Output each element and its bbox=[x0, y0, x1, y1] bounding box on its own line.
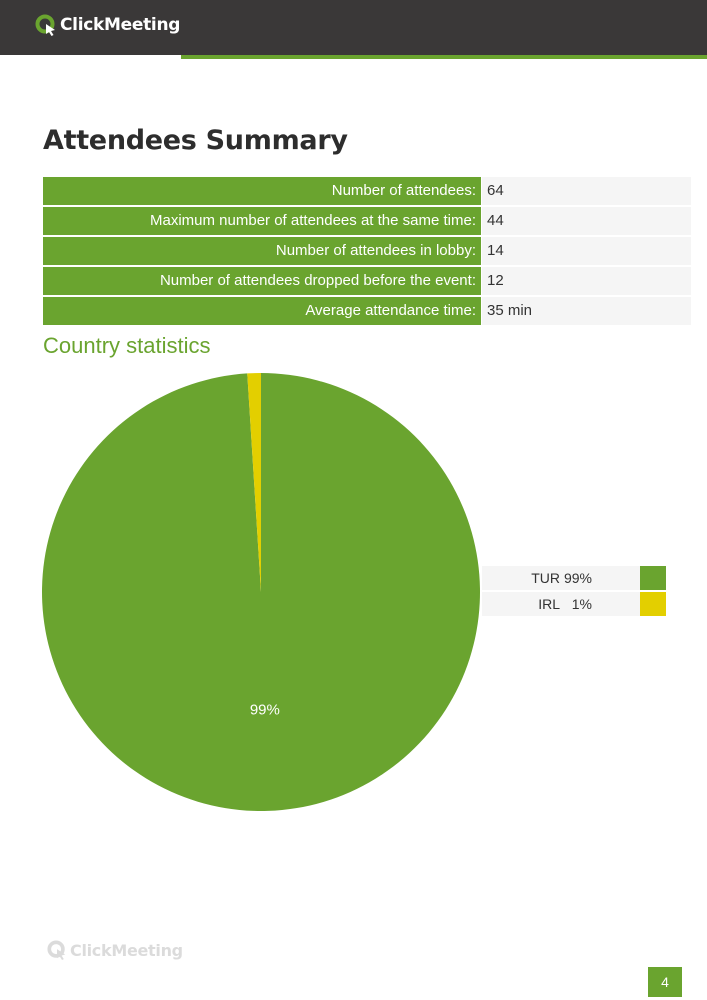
legend-swatch bbox=[640, 566, 666, 590]
header-logo: ClickMeeting bbox=[35, 14, 180, 36]
summary-row: Number of attendees dropped before the e… bbox=[43, 267, 691, 295]
pie-slice-label: 99% bbox=[250, 702, 280, 719]
logo-text: ClickMeeting bbox=[60, 15, 181, 35]
summary-label: Number of attendees dropped before the e… bbox=[43, 267, 481, 295]
footer-logo: ClickMeeting bbox=[47, 940, 183, 960]
summary-label: Maximum number of attendees at the same … bbox=[43, 207, 481, 235]
legend-row: TUR 99% bbox=[482, 566, 666, 590]
summary-value: 35 min bbox=[482, 297, 691, 325]
legend-percent: 1% bbox=[571, 596, 592, 612]
page-number: 4 bbox=[648, 967, 682, 997]
summary-row: Average attendance time: 35 min bbox=[43, 297, 691, 325]
legend-swatch bbox=[640, 592, 666, 616]
summary-label: Number of attendees in lobby: bbox=[43, 237, 481, 265]
summary-value: 64 bbox=[482, 177, 691, 205]
summary-value: 14 bbox=[482, 237, 691, 265]
footer-logo-text: ClickMeeting bbox=[70, 940, 183, 960]
summary-label: Number of attendees: bbox=[43, 177, 481, 205]
summary-row: Number of attendees: 64 bbox=[43, 177, 691, 205]
pie-slice-irl bbox=[247, 373, 261, 592]
attendees-summary-table: Number of attendees: 64 Maximum number o… bbox=[43, 177, 691, 327]
page-heading: Attendees Summary bbox=[43, 125, 348, 156]
country-statistics-title: Country statistics bbox=[43, 333, 211, 358]
pie-legend: TUR 99% IRL 1% bbox=[482, 566, 666, 618]
header-bar: ClickMeeting bbox=[0, 0, 707, 55]
summary-row: Maximum number of attendees at the same … bbox=[43, 207, 691, 235]
legend-row: IRL 1% bbox=[482, 592, 666, 616]
summary-row: Number of attendees in lobby: 14 bbox=[43, 237, 691, 265]
summary-label: Average attendance time: bbox=[43, 297, 481, 325]
clickmeeting-logo-icon bbox=[47, 940, 66, 960]
legend-country: TUR bbox=[531, 570, 560, 586]
clickmeeting-logo-icon bbox=[35, 14, 55, 36]
summary-value: 12 bbox=[482, 267, 691, 295]
summary-value: 44 bbox=[482, 207, 691, 235]
legend-country: IRL bbox=[538, 596, 560, 612]
legend-percent: 99% bbox=[563, 570, 592, 586]
header-accent-stripe bbox=[181, 55, 707, 59]
